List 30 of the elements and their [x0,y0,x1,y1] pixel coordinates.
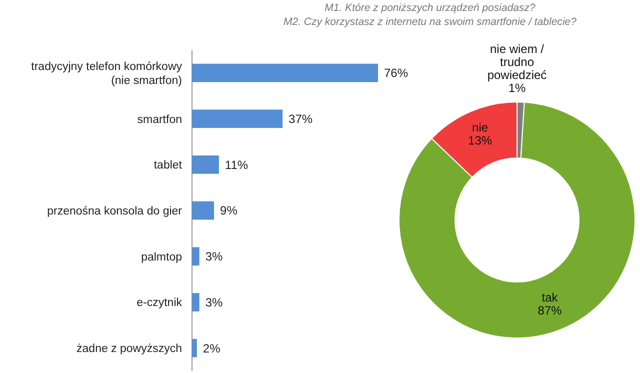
bar [192,201,214,220]
bar [192,155,219,174]
y-tick-label: żadne z powyższych [76,343,182,356]
bar [192,293,200,312]
data-label: 13% [468,133,492,148]
bar [192,338,197,358]
slice-label: nie wiem / trudno powiedzieć [487,42,547,82]
y-tick-label: e-czytnik [136,297,182,310]
y-tick-label: przenośna konsola do gier [47,206,182,218]
y-tick-label: tablet [154,160,183,172]
y-tick-label: palmtop [141,251,182,264]
text: M1. Które z poniższych urządzeń posiadasz? [324,2,536,14]
chart-subtitle: M2. Czy korzystasz z internetu na swoim smartfonie / tablecie? [284,16,577,28]
y-tick-label: smartfon [137,114,182,126]
data-label: 2% [202,341,221,356]
data-label: 3% [205,250,224,264]
bar [192,247,200,266]
data-label: 1% [508,81,526,96]
slice-label: nie [472,120,488,134]
data-label: 11% [224,158,248,172]
bar [192,110,283,128]
data-label: 87% [538,304,562,318]
data-label: 9% [220,204,238,218]
slice-label: tak [542,290,559,305]
data-label: 3% [205,295,224,310]
donut-slice [398,102,636,338]
data-label: 76% [384,66,408,80]
y-tick-label: tradycyjny telefon komórkowy (nie smartfon) [31,60,182,87]
data-label: 37% [288,112,313,126]
bar [192,64,378,82]
